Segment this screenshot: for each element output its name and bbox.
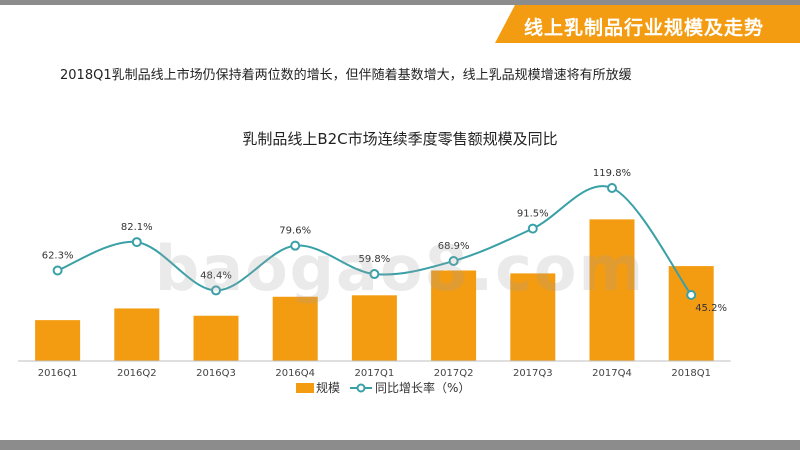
legend-line-marker	[356, 383, 366, 393]
point-2018Q1	[686, 290, 697, 300]
x-tick-2017Q1: 2017Q1	[355, 368, 395, 379]
chart-title: 乳制品线上B2C市场连续季度零售额规模及同比	[242, 130, 558, 148]
point-label-2017Q3: 91.5%	[517, 209, 549, 220]
title-banner: 线上乳制品行业规模及走势	[495, 5, 800, 43]
point-2017Q2	[448, 256, 459, 267]
x-tick-2016Q3: 2016Q3	[196, 368, 236, 379]
point-label-2017Q1: 59.8%	[359, 254, 391, 265]
point-label-2016Q4: 79.6%	[279, 226, 311, 237]
point-2017Q4	[607, 183, 617, 193]
legend: 规模 同比增长率（%）	[296, 380, 470, 395]
page-subtitle: 2018Q1乳制品线上市场仍保持着两位数的增长，但伴随着基数增大，线上乳品规模增…	[60, 68, 632, 83]
bar-2017Q3	[510, 273, 556, 361]
bar-2017Q2	[431, 270, 477, 361]
point-label-2017Q4: 119.8%	[593, 168, 631, 179]
point-2016Q3	[211, 285, 221, 296]
bars-group	[35, 219, 714, 361]
bar-2016Q2	[114, 308, 160, 361]
point-label-2016Q3: 48.4%	[200, 270, 232, 281]
point-2017Q3	[527, 223, 538, 234]
page-title: 线上乳制品行业规模及走势	[523, 17, 764, 39]
bar-2016Q1	[35, 320, 81, 361]
line-point-labels: 62.3% 82.1% 48.4% 79.6% 59.8% 68.9% 91.5% 119.8…	[42, 168, 727, 314]
point-label-2016Q1: 62.3%	[42, 250, 74, 261]
legend-bar-swatch	[296, 383, 314, 393]
x-tick-labels: 2016Q1 2016Q2 2016Q3 2016Q4 2017Q1 2017Q2 2017…	[38, 368, 711, 379]
legend-bar-label: 规模	[316, 380, 340, 395]
point-2016Q2	[131, 237, 142, 248]
point-2016Q4	[290, 240, 301, 251]
x-tick-2017Q3: 2017Q3	[513, 368, 553, 379]
top-bar	[0, 0, 800, 5]
x-tick-2017Q2: 2017Q2	[434, 368, 474, 379]
x-tick-2016Q2: 2016Q2	[117, 368, 157, 379]
bar-2016Q4	[272, 296, 318, 361]
legend-line-label: 同比增长率（%）	[375, 380, 470, 395]
x-tick-2016Q4: 2016Q4	[275, 368, 315, 379]
bottom-bar	[0, 440, 800, 450]
line-points	[52, 183, 697, 300]
bar-2016Q3	[193, 315, 239, 361]
x-tick-2018Q1: 2018Q1	[671, 368, 711, 379]
bar-2018Q1	[668, 266, 714, 361]
bar-2017Q4	[589, 219, 635, 361]
bar-2017Q1	[351, 295, 397, 361]
point-label-2018Q1: 45.2%	[695, 303, 727, 314]
point-label-2016Q2: 82.1%	[121, 222, 153, 233]
point-2016Q1	[52, 265, 63, 276]
point-2017Q1	[369, 269, 380, 280]
point-label-2017Q2: 68.9%	[438, 241, 470, 252]
x-tick-2016Q1: 2016Q1	[38, 368, 78, 379]
x-tick-2017Q4: 2017Q4	[592, 368, 632, 379]
